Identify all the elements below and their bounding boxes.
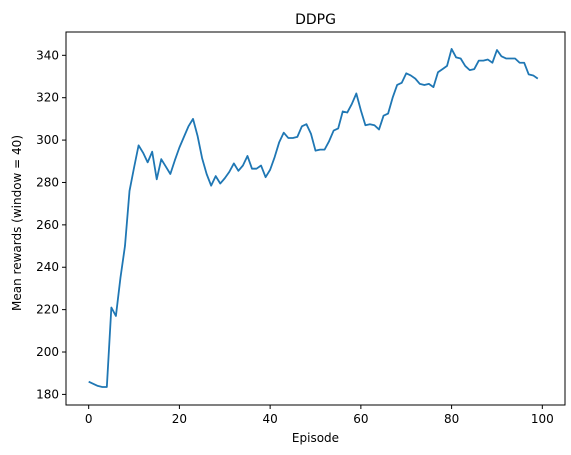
y-tick-label: 260 [36,218,59,232]
x-tick-label: 80 [444,412,459,426]
x-tick-label: 40 [262,412,277,426]
y-axis-title: Mean rewards (window = 40) [10,135,24,311]
x-tick-label: 0 [85,412,93,426]
series-line-0 [88,48,539,388]
y-tick-label: 280 [36,175,59,189]
x-tick-label: 20 [172,412,187,426]
y-tick-label: 340 [36,48,59,62]
plot-area: 0 20 40 60 80 100 180 200 220 240 260 280 300 320 340 [36,31,566,426]
y-tick-label: 200 [36,345,59,359]
y-tick-label: 180 [36,387,59,401]
x-axis-title: Episode [292,431,339,445]
y-tick-label: 300 [36,133,59,147]
chart-title: DDPG [295,12,336,28]
y-tick-label: 240 [36,260,59,274]
x-tick-label: 100 [531,412,554,426]
axes-frame [65,31,566,406]
x-tick-label: 60 [353,412,368,426]
y-tick-label: 220 [36,303,59,317]
y-tick-label: 320 [36,91,59,105]
